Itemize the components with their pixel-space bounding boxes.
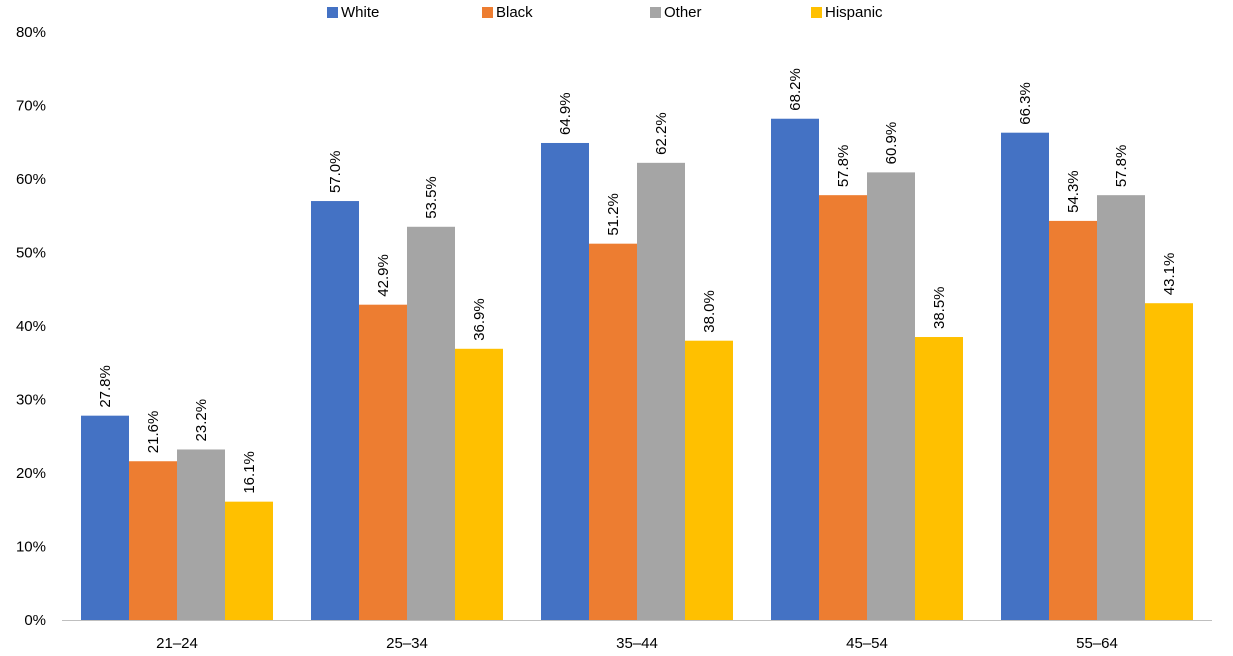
data-label: 57.0% [327, 151, 344, 194]
data-label: 42.9% [375, 254, 392, 297]
bar-hispanic [685, 340, 733, 620]
y-tick-label: 30% [16, 392, 46, 409]
data-label: 54.3% [1065, 170, 1082, 213]
bar-hispanic [225, 501, 273, 620]
y-tick-label: 0% [24, 612, 46, 629]
bar-other [407, 226, 455, 620]
bar-white [771, 118, 819, 620]
bar-black [359, 304, 407, 620]
data-label: 38.5% [931, 286, 948, 329]
bar-black [819, 195, 867, 621]
data-label: 60.9% [883, 122, 900, 165]
x-tick-label: 25–34 [386, 635, 428, 652]
legend-swatch-black [482, 7, 493, 18]
legend-swatch-hispanic [811, 7, 822, 18]
legend-label-other: Other [664, 4, 702, 21]
y-tick-label: 70% [16, 98, 46, 115]
bar-other [177, 449, 225, 620]
legend-label-white: White [341, 4, 380, 21]
bar-white [1001, 132, 1049, 620]
bar-other [637, 162, 685, 620]
data-label: 36.9% [471, 298, 488, 341]
data-label: 62.2% [653, 112, 670, 155]
bar-hispanic [1145, 303, 1193, 620]
bar-black [129, 461, 177, 620]
legend-item-white: White [327, 4, 379, 21]
data-label: 38.0% [701, 290, 718, 333]
x-tick-label: 45–54 [846, 635, 888, 652]
bar-black [1049, 220, 1097, 620]
data-label: 21.6% [145, 411, 162, 454]
data-label: 53.5% [423, 176, 440, 219]
y-tick-label: 10% [16, 539, 46, 556]
bar-black [589, 243, 637, 620]
bar-other [867, 172, 915, 620]
data-label: 27.8% [97, 365, 114, 408]
bar-hispanic [455, 348, 503, 620]
legend-item-other: Other [650, 4, 702, 21]
y-tick-label: 40% [16, 318, 46, 335]
data-label: 64.9% [557, 92, 574, 135]
x-tick-label: 35–44 [616, 635, 658, 652]
data-label: 23.2% [193, 399, 210, 442]
data-label: 16.1% [241, 451, 258, 494]
x-tick-label: 21–24 [156, 635, 198, 652]
data-label: 66.3% [1017, 82, 1034, 125]
data-label: 68.2% [787, 68, 804, 111]
legend-item-hispanic: Hispanic [811, 4, 883, 21]
bar-other [1097, 195, 1145, 621]
data-label: 57.8% [835, 145, 852, 188]
y-tick-label: 60% [16, 171, 46, 188]
data-label: 57.8% [1113, 145, 1130, 188]
bar-white [81, 415, 129, 620]
y-tick-label: 50% [16, 245, 46, 262]
bar-hispanic [915, 337, 963, 620]
legend: White Black Other Hispanic [0, 4, 1233, 24]
data-label: 43.1% [1161, 253, 1178, 296]
legend-swatch-white [327, 7, 338, 18]
legend-label-black: Black [496, 4, 533, 21]
x-tick-label: 55–64 [1076, 635, 1118, 652]
legend-item-black: Black [482, 4, 533, 21]
y-tick-label: 80% [16, 24, 46, 41]
bar-white [541, 142, 589, 621]
legend-swatch-other [650, 7, 661, 18]
data-label: 51.2% [605, 193, 622, 236]
legend-label-hispanic: Hispanic [825, 4, 883, 21]
bar-white [311, 201, 359, 621]
y-tick-label: 20% [16, 465, 46, 482]
